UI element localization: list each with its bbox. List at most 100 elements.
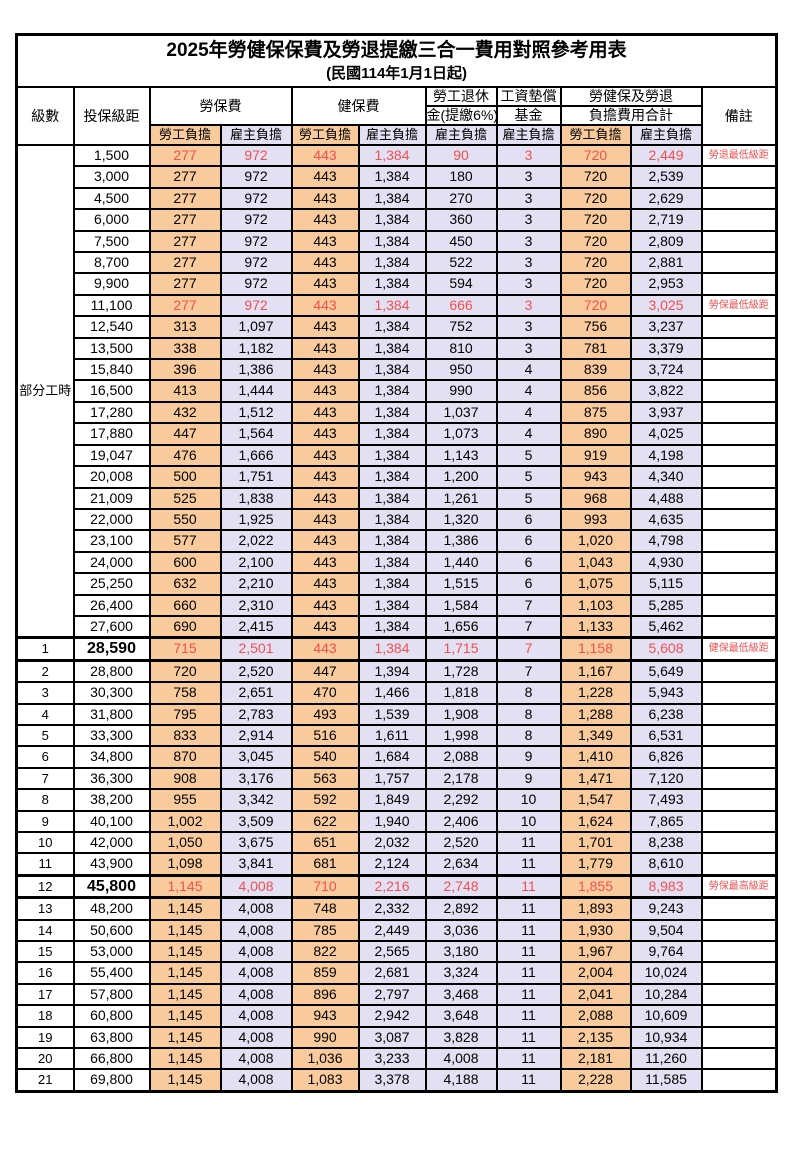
cell-bracket: 16,500 — [72, 379, 151, 403]
cell-wage-fund-employer: 5 — [495, 443, 562, 468]
cell-total-employee: 2,004 — [559, 961, 632, 985]
page-subtitle: (民國114年1月1日起) — [326, 65, 467, 82]
cell-health-employee: 443 — [290, 614, 360, 639]
cell-labor-employer: 4,008 — [219, 1025, 293, 1050]
cell-pension-employer: 1,261 — [424, 486, 498, 510]
cell-total-employee: 993 — [559, 507, 632, 532]
cell-bracket: 57,800 — [72, 982, 151, 1007]
cell-wage-fund-employer: 3 — [495, 315, 562, 339]
cell-remark — [700, 1047, 778, 1071]
cell-wage-fund-employer: 3 — [495, 165, 562, 189]
cell-pension-employer: 1,715 — [424, 636, 498, 662]
table-row: 5 33,300 833 2,914 516 1,611 1,998 8 1,349 6,531 — [15, 723, 778, 748]
cell-health-employer: 3,087 — [357, 1025, 427, 1050]
table-row: 10 42,000 1,050 3,675 651 2,032 2,520 11 1,701 8,… — [15, 830, 778, 855]
cell-total-employer: 10,284 — [629, 982, 703, 1007]
cell-health-employer: 1,384 — [357, 422, 427, 446]
cell-total-employer: 2,809 — [629, 229, 703, 254]
page-title: 2025年勞健保保費及勞退提繳三合一費用對照參考用表 — [166, 40, 627, 61]
cell-wage-fund-employer: 7 — [495, 614, 562, 639]
cell-pension-employer: 1,440 — [424, 550, 498, 575]
cell-pension-employer: 1,584 — [424, 593, 498, 617]
cell-labor-employee: 1,050 — [148, 830, 222, 855]
cell-remark — [700, 614, 778, 639]
cell-labor-employer: 4,008 — [219, 918, 293, 943]
cell-health-employer: 1,757 — [357, 766, 427, 791]
cell-labor-employer: 972 — [219, 165, 293, 189]
cell-labor-employee: 1,145 — [148, 1025, 222, 1050]
cell-total-employee: 1,779 — [559, 852, 632, 877]
cell-health-employer: 1,940 — [357, 809, 427, 834]
cell-labor-employer: 1,838 — [219, 486, 293, 510]
cell-level: 20 — [15, 1047, 75, 1071]
cell-remark — [700, 315, 778, 339]
cell-health-employer: 1,384 — [357, 186, 427, 211]
cell-total-employee: 875 — [559, 400, 632, 425]
cell-labor-employee: 632 — [148, 572, 222, 596]
cell-total-employer: 5,115 — [629, 572, 703, 596]
table-row: 19,047 476 1,666 443 1,384 1,143 5 919 4,198 — [17, 443, 778, 468]
cell-wage-fund-employer: 11 — [495, 873, 562, 900]
cell-total-employee: 1,967 — [559, 940, 632, 964]
cell-pension-employer: 810 — [424, 336, 498, 361]
cell-labor-employer: 2,520 — [219, 659, 293, 684]
cell-health-employee: 443 — [290, 293, 360, 318]
cell-total-employer: 2,539 — [629, 165, 703, 189]
cell-remark: 勞退最低級距 — [700, 143, 778, 168]
table-row: 22,000 550 1,925 443 1,384 1,320 6 993 4,635 — [17, 507, 778, 532]
cell-health-employee: 443 — [290, 593, 360, 617]
cell-total-employee: 1,167 — [559, 659, 632, 684]
cell-wage-fund-employer: 10 — [495, 809, 562, 834]
cell-wage-fund-employer: 11 — [495, 1025, 562, 1050]
cell-labor-employee: 833 — [148, 723, 222, 748]
cell-total-employee: 1,228 — [559, 681, 632, 705]
header-total-line1: 勞健保及勞退 — [559, 86, 703, 107]
cell-pension-employer: 1,515 — [424, 572, 498, 596]
cell-total-employee: 781 — [559, 336, 632, 361]
cell-level: 4 — [15, 702, 75, 726]
cell-remark — [700, 336, 778, 361]
cell-health-employee: 443 — [290, 315, 360, 339]
cell-bracket: 33,300 — [72, 723, 151, 748]
cell-labor-employee: 447 — [148, 422, 222, 446]
cell-wage-fund-employer: 6 — [495, 529, 562, 553]
cell-pension-employer: 3,648 — [424, 1004, 498, 1028]
table-row: 15,840 396 1,386 443 1,384 950 4 839 3,724 — [17, 358, 778, 382]
table-row: 24,000 600 2,100 443 1,384 1,440 6 1,043 4,930 — [17, 550, 778, 575]
header-wage-fund-line1: 工資墊償 — [495, 86, 562, 107]
cell-level: 15 — [15, 940, 75, 964]
cell-pension-employer: 180 — [424, 165, 498, 189]
cell-total-employee: 1,075 — [559, 572, 632, 596]
subheader-labor-employee: 勞工負擔 — [148, 124, 222, 146]
cell-total-employer: 5,462 — [629, 614, 703, 639]
cell-total-employee: 1,855 — [559, 873, 632, 900]
cell-total-employee: 1,471 — [559, 766, 632, 791]
cell-total-employer: 3,025 — [629, 293, 703, 318]
cell-wage-fund-employer: 11 — [495, 982, 562, 1007]
cell-total-employee: 1,410 — [559, 745, 632, 769]
cell-labor-employee: 600 — [148, 550, 222, 575]
cell-labor-employer: 1,097 — [219, 315, 293, 339]
cell-total-employer: 9,764 — [629, 940, 703, 964]
cell-bracket: 26,400 — [72, 593, 151, 617]
table-row: 17,880 447 1,564 443 1,384 1,073 4 890 4,025 — [17, 422, 778, 446]
cell-labor-employer: 3,675 — [219, 830, 293, 855]
table-row: 27,600 690 2,415 443 1,384 1,656 7 1,133 5,462 — [17, 614, 778, 639]
table-row: 18 60,800 1,145 4,008 943 2,942 3,648 11 2,088 10… — [15, 1004, 778, 1028]
cell-labor-employee: 277 — [148, 229, 222, 254]
cell-health-employer: 2,942 — [357, 1004, 427, 1028]
cell-total-employee: 1,624 — [559, 809, 632, 834]
cell-health-employer: 1,384 — [357, 443, 427, 468]
cell-remark — [700, 229, 778, 254]
cell-health-employer: 1,384 — [357, 165, 427, 189]
cell-labor-employee: 432 — [148, 400, 222, 425]
cell-remark: 健保最低級距 — [700, 636, 778, 662]
cell-pension-employer: 950 — [424, 358, 498, 382]
cell-health-employee: 443 — [290, 379, 360, 403]
cell-wage-fund-employer: 3 — [495, 229, 562, 254]
cell-total-employee: 720 — [559, 208, 632, 232]
cell-bracket: 34,800 — [72, 745, 151, 769]
cell-pension-employer: 1,320 — [424, 507, 498, 532]
cell-labor-employer: 4,008 — [219, 873, 293, 900]
cell-health-employee: 651 — [290, 830, 360, 855]
